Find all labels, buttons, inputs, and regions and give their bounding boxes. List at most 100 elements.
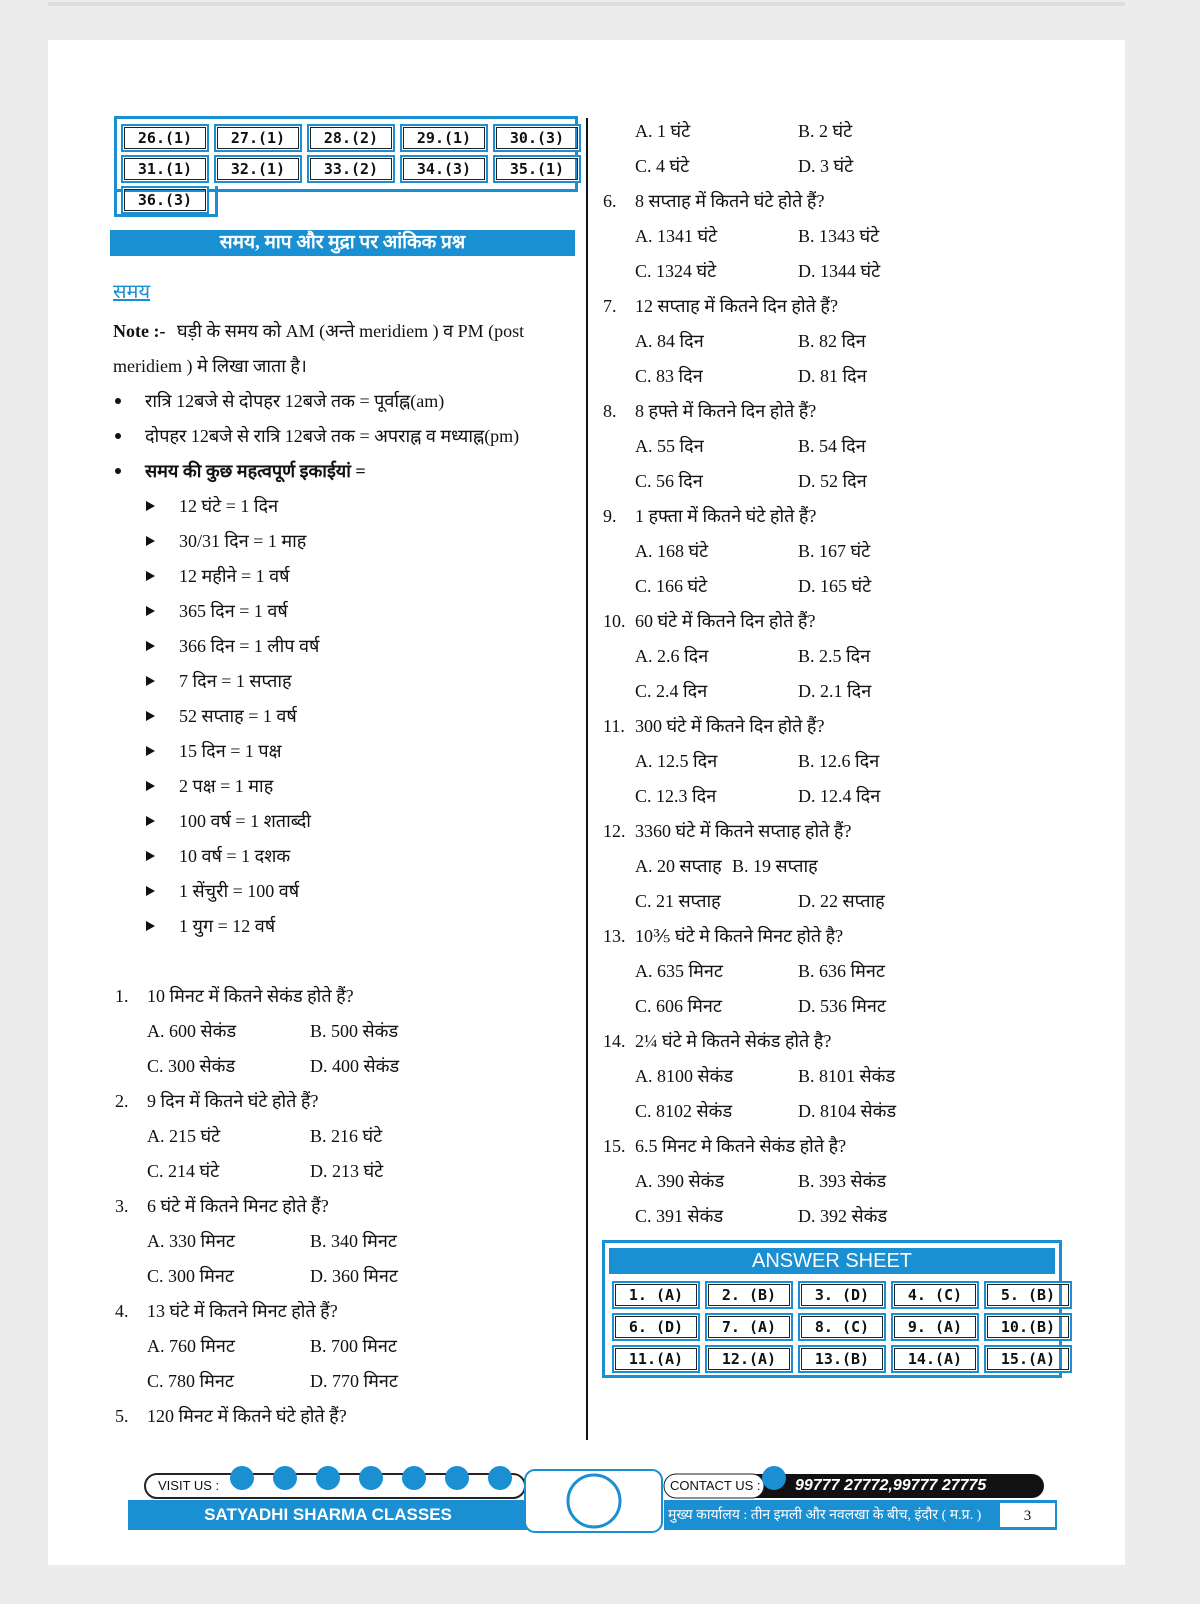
- option: C. 2.4 दिन: [635, 681, 708, 701]
- unit-item: 1 युग = 12 वर्ष: [179, 916, 276, 936]
- question-text: 12 सप्ताह में कितने दिन होते हैं?: [635, 296, 838, 316]
- question-number: 5.: [115, 1406, 129, 1426]
- option: D. 536 मिनट: [798, 996, 886, 1016]
- option: A. 12.5 दिन: [635, 751, 718, 771]
- prev-answer-cell: 35.(1): [493, 155, 581, 183]
- note-label: Note :-: [113, 321, 166, 341]
- arrow-marker: [146, 571, 155, 581]
- note-text: meridiem ) मे लिखा जाता है।: [113, 356, 307, 376]
- option: D. 165 घंटे: [798, 576, 872, 596]
- option: B. 636 मिनट: [798, 961, 885, 981]
- arrow-marker: [146, 501, 155, 511]
- option: A. 760 मिनट: [147, 1336, 235, 1356]
- question-number: 12.: [603, 821, 626, 841]
- answer-cell: 12.(A): [705, 1345, 793, 1373]
- answer-cell: 4. (C): [891, 1281, 979, 1309]
- option: B. 340 मिनट: [310, 1231, 397, 1251]
- prev-answer-cell: 28.(2): [307, 124, 395, 152]
- answer-cell: 7. (A): [705, 1313, 793, 1341]
- arrow-marker: [146, 536, 155, 546]
- prev-answer-cell: 34.(3): [400, 155, 488, 183]
- unit-item: 10 वर्ष = 1 दशक: [179, 846, 291, 866]
- option: A. 635 मिनट: [635, 961, 723, 981]
- option: C. 4 घंटे: [635, 156, 690, 176]
- question-text: 8 हफ्ते में कितने दिन होते हैं?: [635, 401, 817, 421]
- logo: [566, 1473, 622, 1529]
- brand: SATYADHI SHARMA CLASSES: [204, 1505, 452, 1524]
- option: A. 390 सेकंड: [635, 1171, 725, 1191]
- option: A. 84 दिन: [635, 331, 704, 351]
- option: A. 600 सेकंड: [147, 1021, 237, 1041]
- question-text: 60 घंटे में कितने दिन होते हैं?: [635, 611, 816, 631]
- question-text: 6.5 मिनट मे कितने सेकंड होते है?: [635, 1136, 847, 1156]
- page-box: [1000, 1503, 1055, 1527]
- option: C. 83 दिन: [635, 366, 703, 386]
- address: मुख्य कार्यालय : तीन इमली और नवलखा के बी…: [668, 1508, 982, 1523]
- option: A. 1341 घंटे: [635, 226, 718, 246]
- bullet-marker: [115, 398, 121, 404]
- unit-item: 12 घंटे = 1 दिन: [179, 496, 279, 516]
- question-number: 1.: [115, 986, 129, 1006]
- unit-item: 2 पक्ष = 1 माह: [179, 776, 274, 796]
- question-number: 2.: [115, 1091, 129, 1111]
- option: C. 606 मिनट: [635, 996, 722, 1016]
- prev-answer-cell: 29.(1): [400, 124, 488, 152]
- prev-answer-cell: 31.(1): [121, 155, 209, 183]
- arrow-marker: [146, 921, 155, 931]
- arrow-marker: [146, 641, 155, 651]
- option: B. 216 घंटे: [310, 1126, 383, 1146]
- option: D. 52 दिन: [798, 471, 867, 491]
- question-text: 9 दिन में कितने घंटे होते हैं?: [147, 1091, 319, 1111]
- option: A. 8100 सेकंड: [635, 1066, 734, 1086]
- prev-answer-cell: 26.(1): [121, 124, 209, 152]
- answer-cell: 13.(B): [798, 1345, 886, 1373]
- option: D. 360 मिनट: [310, 1266, 398, 1286]
- prev-answer-cell: 36.(3): [121, 186, 209, 214]
- visit-label: VISIT US :: [158, 1478, 220, 1493]
- prev-answer-box: [114, 116, 578, 192]
- option: C. 391 सेकंड: [635, 1206, 724, 1226]
- prev-answer-cell: 27.(1): [214, 124, 302, 152]
- option: B. 700 मिनट: [310, 1336, 397, 1356]
- option: D. 1344 घंटे: [798, 261, 881, 281]
- option: C. 21 सप्ताह: [635, 891, 721, 911]
- option: B. 1343 घंटे: [798, 226, 880, 246]
- unit-item: 52 सप्ताह = 1 वर्ष: [179, 706, 297, 726]
- option: D. 770 मिनट: [310, 1371, 398, 1391]
- option: C. 8102 सेकंड: [635, 1101, 733, 1121]
- question-text: 3360 घंटे में कितने सप्ताह होते हैं?: [635, 821, 852, 841]
- unit-item: 12 महीने = 1 वर्ष: [179, 566, 290, 586]
- option: A. 215 घंटे: [147, 1126, 221, 1146]
- option: D. 213 घंटे: [310, 1161, 384, 1181]
- arrow-marker: [146, 606, 155, 616]
- bullet-marker: [115, 468, 121, 474]
- question-number: 7.: [603, 296, 617, 316]
- option: B. 54 दिन: [798, 436, 866, 456]
- arrow-marker: [146, 781, 155, 791]
- answer-cell: 8. (C): [798, 1313, 886, 1341]
- unit-item: 365 दिन = 1 वर्ष: [179, 601, 288, 621]
- unit-item: 1 सेंचुरी = 100 वर्ष: [179, 881, 300, 901]
- unit-item: 366 दिन = 1 लीप वर्ष: [179, 636, 320, 656]
- arrow-marker: [146, 886, 155, 896]
- note-text: घड़ी के समय को AM (अन्ते meridiem ) व PM…: [177, 321, 525, 341]
- question-number: 3.: [115, 1196, 129, 1216]
- answer-cell: 5. (B): [984, 1281, 1072, 1309]
- option: A. 168 घंटे: [635, 541, 709, 561]
- option: C. 780 मिनट: [147, 1371, 234, 1391]
- option: B. 82 दिन: [798, 331, 866, 351]
- option: D. 392 सेकंड: [798, 1206, 888, 1226]
- option: B. 2 घंटे: [798, 121, 853, 141]
- option: B. 12.6 दिन: [798, 751, 880, 771]
- contact-label-bg: [663, 1473, 765, 1499]
- question-text: 10 मिनट में कितने सेकंड होते हैं?: [147, 986, 354, 1006]
- answer-cell: 11.(A): [612, 1345, 700, 1373]
- option: B. 500 सेकंड: [310, 1021, 399, 1041]
- page-number: 3: [1023, 1508, 1032, 1524]
- unit-item: 30/31 दिन = 1 माह: [179, 531, 307, 551]
- question-text: 13 घंटे में कितने मिनट होते हैं?: [147, 1301, 338, 1321]
- option: B. 393 सेकंड: [798, 1171, 887, 1191]
- option: C. 214 घंटे: [147, 1161, 220, 1181]
